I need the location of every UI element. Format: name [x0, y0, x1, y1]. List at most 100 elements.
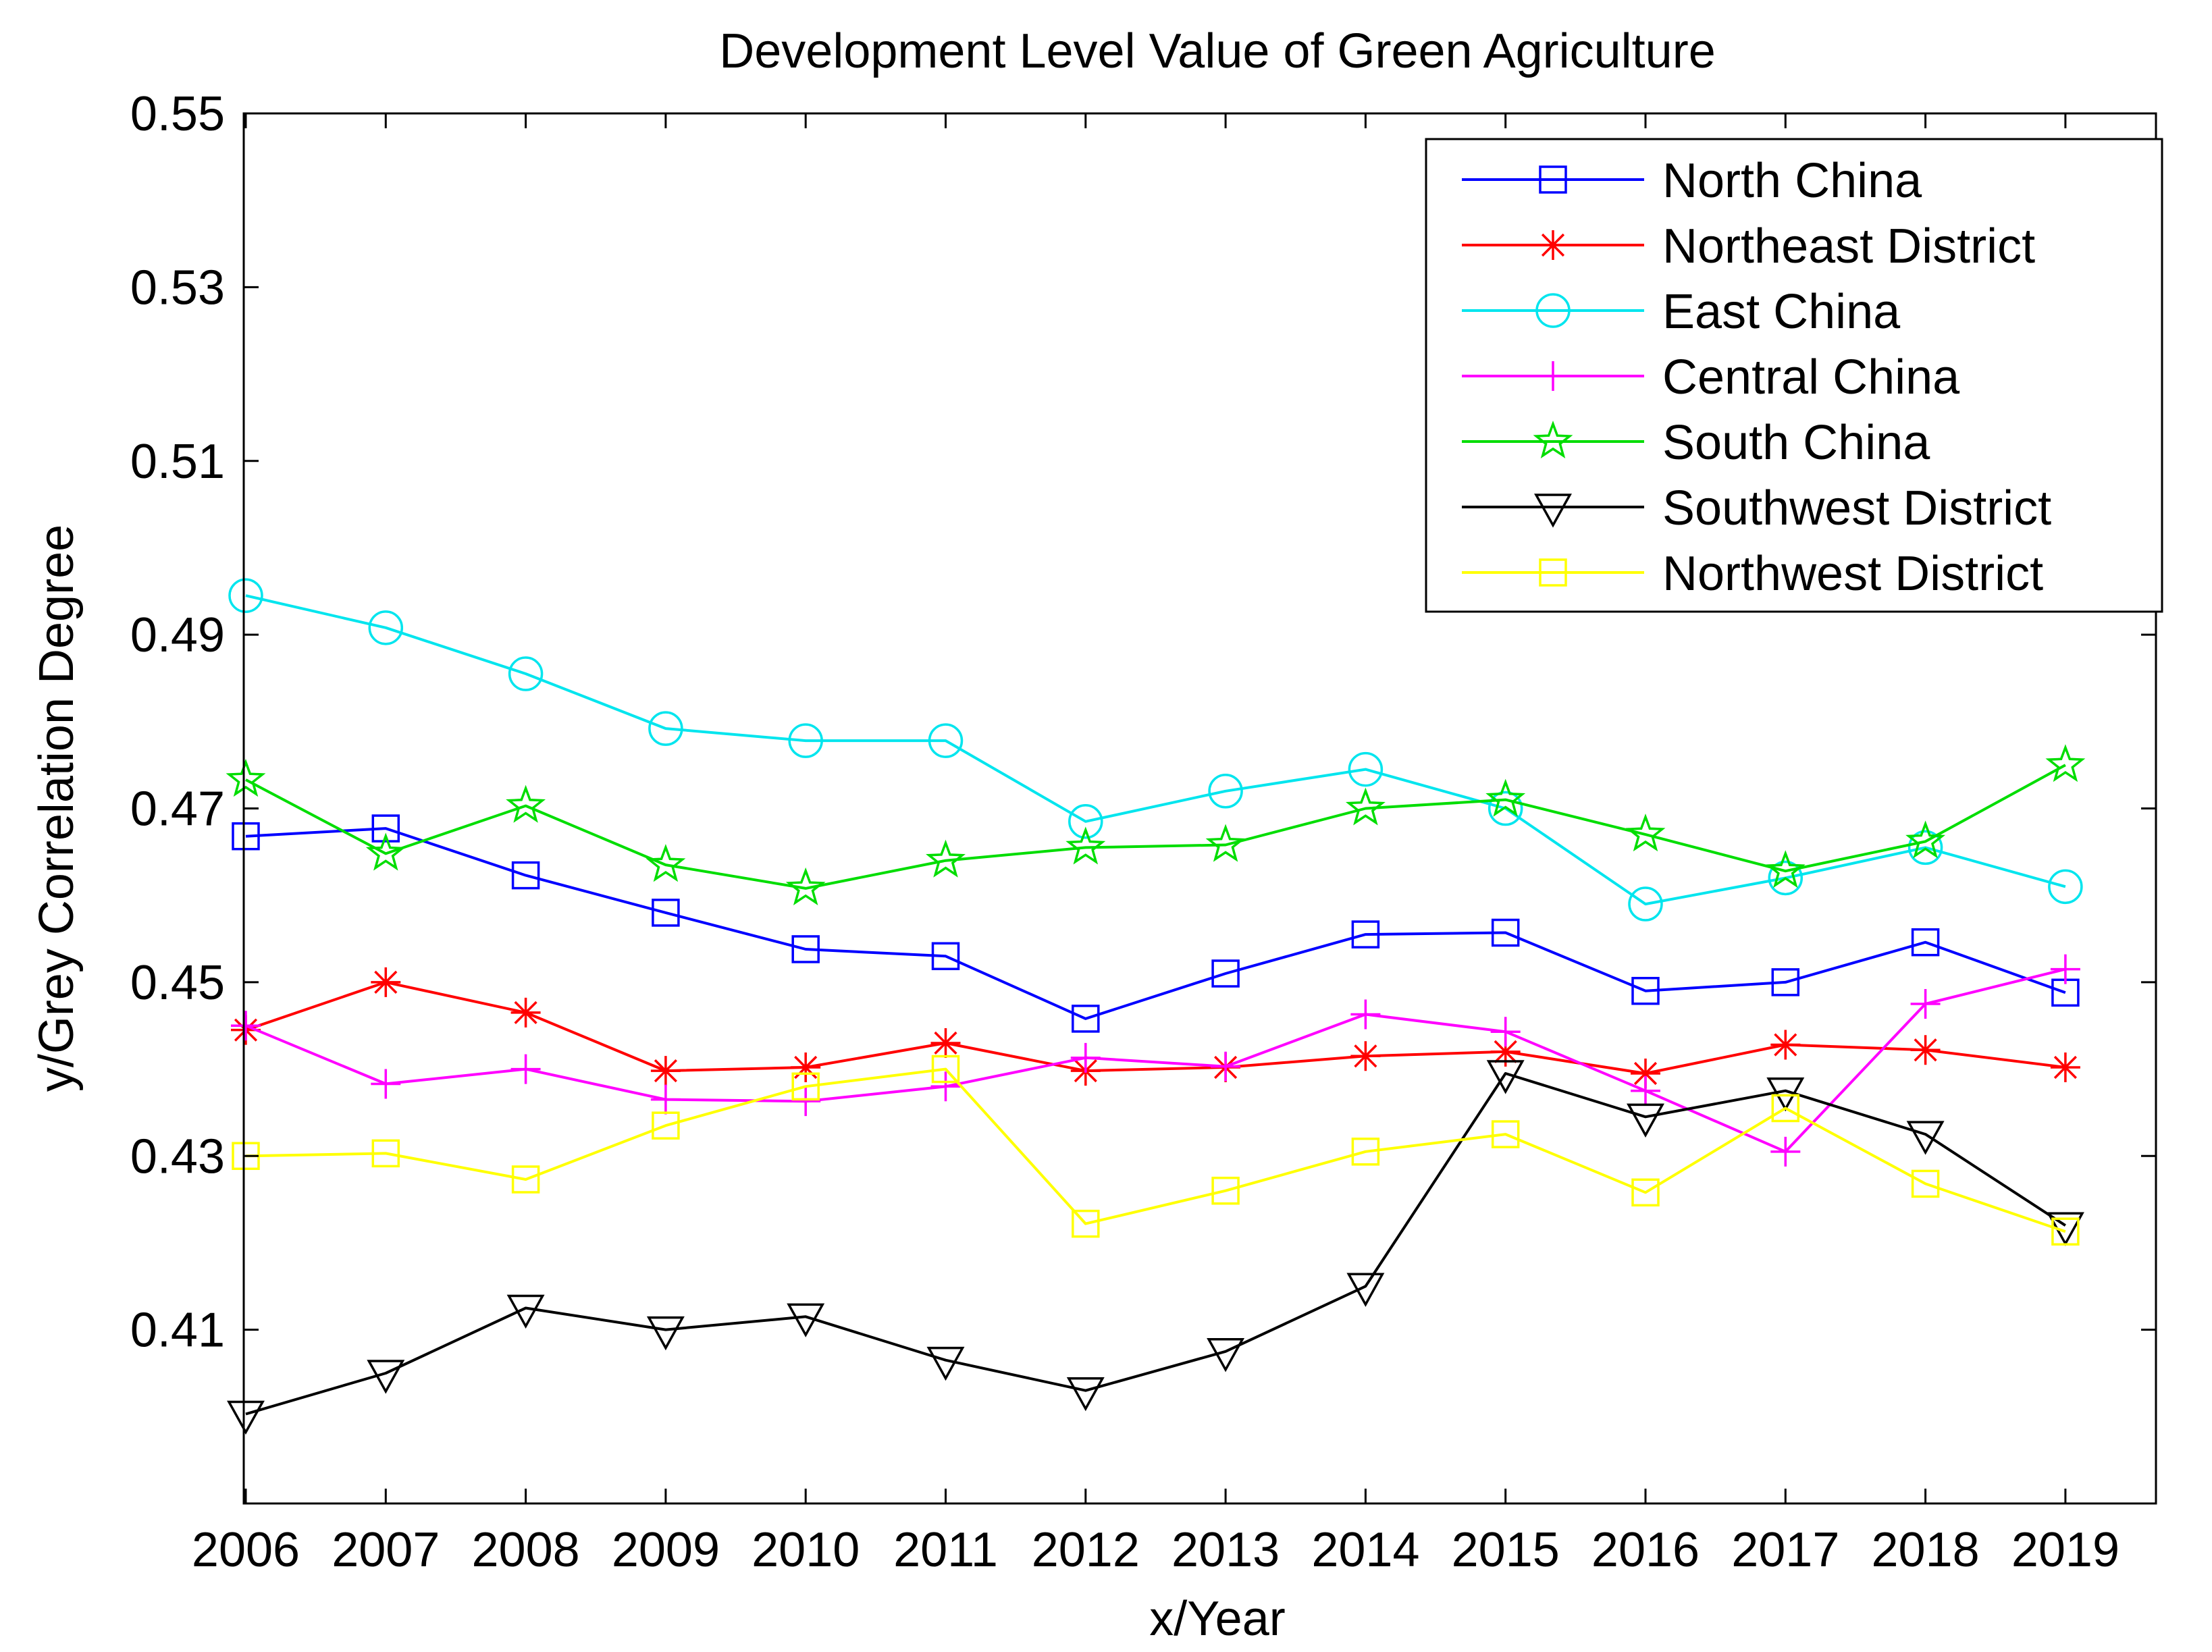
data-point-east-china	[368, 610, 404, 645]
data-point-southwest-district	[646, 1316, 685, 1351]
data-point-northeast-district	[1350, 1041, 1381, 1071]
data-point-east-china	[1068, 804, 1103, 839]
x-tick-label: 2007	[332, 1523, 440, 1577]
data-point-south-china	[1345, 787, 1386, 826]
legend-marker-south-china	[1533, 420, 1573, 459]
legend-label: East China	[1662, 285, 1901, 339]
data-point-southwest-district	[367, 1360, 405, 1394]
x-tick-label: 2010	[752, 1523, 860, 1577]
data-point-northwest-district	[1211, 1176, 1240, 1205]
data-point-northwest-district	[652, 1111, 680, 1140]
x-tick-label: 2019	[2011, 1523, 2119, 1577]
data-point-south-china	[1905, 820, 1946, 859]
data-point-southwest-district	[1346, 1273, 1385, 1307]
data-point-south-china	[1765, 850, 1806, 888]
data-point-east-china	[1487, 791, 1523, 826]
data-point-central-china	[1350, 999, 1381, 1030]
legend-label: North China	[1662, 154, 1922, 208]
data-point-southwest-district	[1207, 1338, 1245, 1373]
data-point-central-china	[1631, 1075, 1660, 1106]
x-tick-label: 2016	[1591, 1523, 1700, 1577]
data-point-south-china	[1205, 824, 1246, 862]
legend-label: Northwest District	[1662, 547, 2043, 601]
data-point-north-china	[1072, 1005, 1100, 1033]
x-tick-label: 2009	[612, 1523, 720, 1577]
legend-item-northwest-district: Northwest District	[1462, 547, 2043, 601]
data-point-central-china	[510, 1054, 541, 1084]
data-point-north-china	[652, 899, 680, 927]
x-tick-label: 2018	[1872, 1523, 1980, 1577]
data-point-central-china	[1211, 1051, 1241, 1082]
legend-marker-north-china	[1539, 165, 1567, 194]
data-point-east-china	[928, 723, 964, 758]
data-point-northwest-district	[1771, 1094, 1800, 1123]
data-point-northeast-district	[791, 1052, 821, 1082]
data-point-central-china	[930, 1071, 961, 1102]
legend-marker-northwest-district	[1539, 558, 1567, 587]
data-point-north-china	[1491, 918, 1520, 947]
data-point-south-china	[1065, 826, 1106, 865]
series-line-northeast-district	[245, 980, 2066, 1075]
data-point-northwest-district	[1351, 1138, 1380, 1166]
data-point-northwest-district	[1631, 1178, 1660, 1207]
data-point-northwest-district	[511, 1165, 540, 1194]
legend-item-south-china: South China	[1462, 416, 1930, 470]
data-point-south-china	[1625, 814, 1666, 852]
chart-title: Development Level Value of Green Agricul…	[719, 24, 1716, 78]
data-point-east-china	[228, 578, 263, 613]
data-point-north-china	[232, 822, 260, 851]
data-point-south-china	[506, 784, 546, 823]
series-central-china	[231, 954, 2080, 1167]
data-point-central-china	[1490, 1017, 1521, 1047]
legend-marker-northeast-district	[1538, 230, 1568, 260]
data-point-northwest-district	[2051, 1217, 2080, 1246]
legend-item-north-china: North China	[1462, 154, 1922, 208]
data-point-southwest-district	[506, 1294, 545, 1329]
y-tick-label: 0.53	[130, 261, 225, 315]
data-point-northeast-district	[1490, 1036, 1521, 1067]
data-point-east-china	[1907, 830, 1943, 865]
data-point-east-china	[648, 711, 683, 746]
data-point-south-china	[646, 844, 686, 882]
data-point-north-china	[511, 861, 540, 890]
data-point-central-china	[231, 1011, 261, 1041]
y-axis-label: y/Grey Correlation Degree	[30, 525, 84, 1092]
series-east-china	[228, 578, 2083, 922]
data-point-northwest-district	[1491, 1120, 1520, 1148]
x-tick-label: 2006	[192, 1523, 300, 1577]
data-point-north-china	[931, 942, 960, 971]
data-point-northeast-district	[1770, 1030, 1801, 1060]
data-point-southwest-district	[1066, 1377, 1105, 1412]
data-point-northwest-district	[931, 1055, 960, 1084]
legend: North China Northeast District East China C…	[1425, 138, 2163, 613]
series-line-central-china	[245, 967, 2066, 1153]
data-point-north-china	[1771, 968, 1800, 996]
data-point-southwest-district	[1766, 1077, 1805, 1112]
legend-label: South China	[1662, 416, 1930, 470]
data-point-southwest-district	[1906, 1121, 1945, 1155]
y-tick-label: 0.45	[130, 956, 225, 1010]
data-point-central-china	[650, 1084, 681, 1115]
legend-marker-east-china	[1535, 293, 1571, 328]
series-southwest-district	[227, 1060, 2084, 1435]
y-tick-label: 0.49	[130, 608, 225, 662]
data-point-northwest-district	[791, 1072, 820, 1101]
legend-item-east-china: East China	[1462, 285, 1901, 339]
legend-item-southwest-district: Southwest District	[1462, 481, 2051, 535]
data-point-southwest-district	[227, 1400, 265, 1435]
x-tick-label: 2011	[893, 1523, 998, 1577]
data-point-central-china	[791, 1086, 821, 1117]
data-point-northwest-district	[1072, 1209, 1100, 1238]
data-point-northeast-district	[510, 997, 541, 1028]
data-point-central-china	[1070, 1042, 1101, 1073]
data-point-north-china	[1351, 920, 1380, 949]
data-point-central-china	[371, 1069, 401, 1099]
data-point-northeast-district	[930, 1028, 961, 1058]
data-point-south-china	[785, 867, 826, 905]
x-tick-label: 2008	[472, 1523, 580, 1577]
series-line-northwest-district	[245, 1067, 2066, 1233]
legend-label: Southwest District	[1662, 481, 2051, 535]
legend-item-northeast-district: Northeast District	[1462, 219, 2035, 273]
data-point-northeast-district	[650, 1056, 681, 1086]
y-tick-label: 0.43	[130, 1129, 225, 1183]
